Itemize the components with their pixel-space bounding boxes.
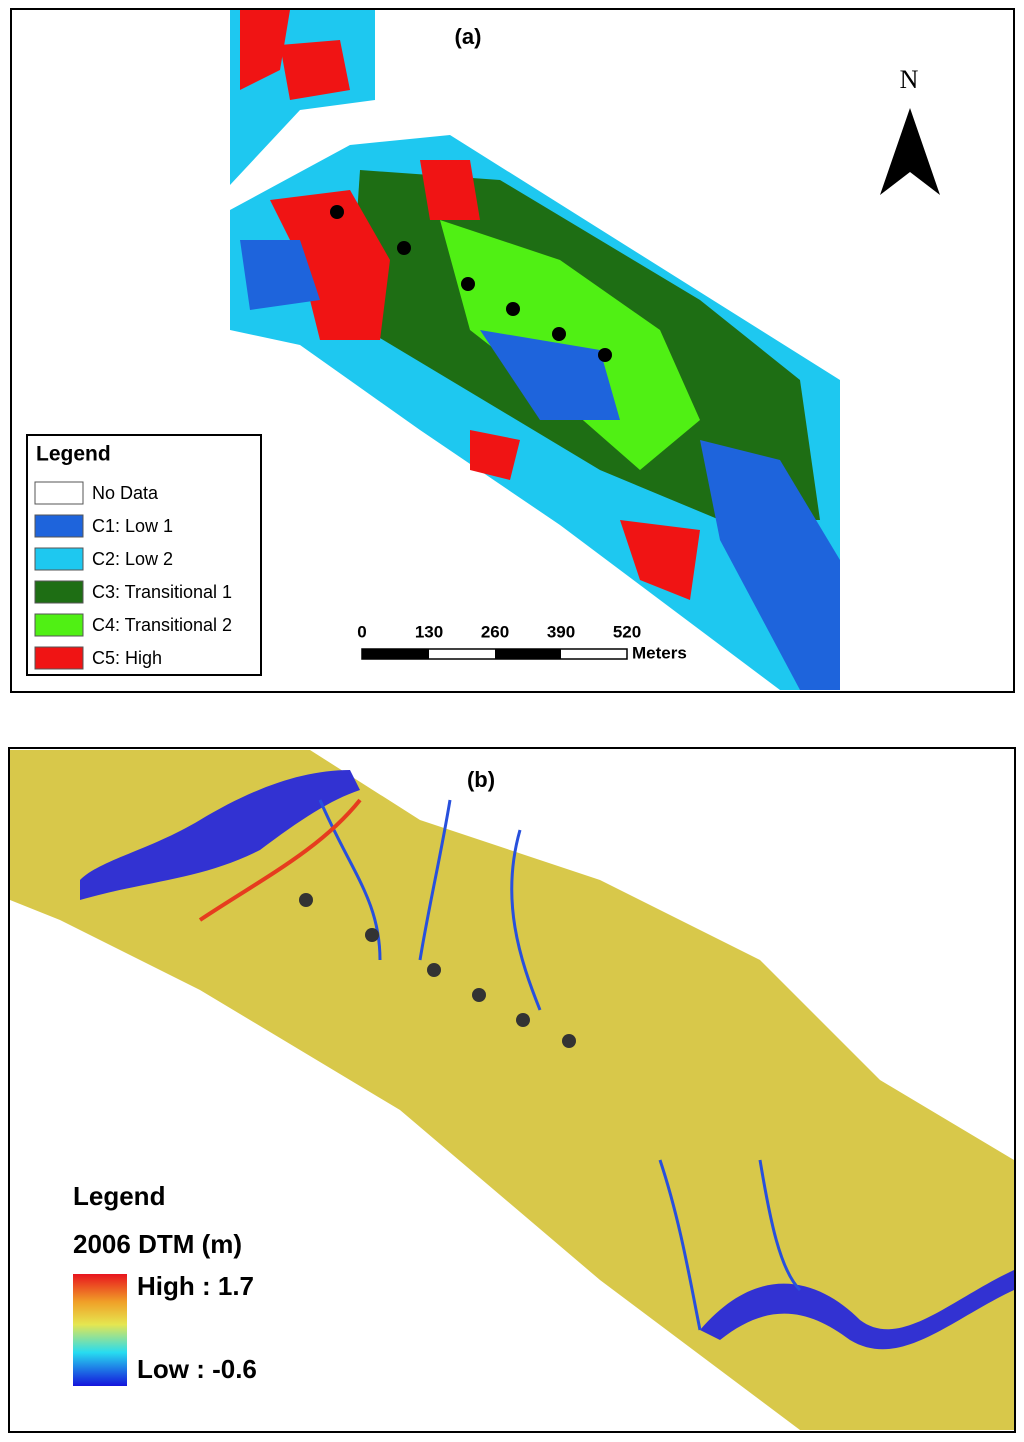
legend-swatch bbox=[34, 613, 84, 637]
color-ramp bbox=[73, 1274, 127, 1386]
legend-swatch bbox=[34, 547, 84, 571]
map-patch bbox=[480, 330, 620, 420]
legend-swatch bbox=[34, 514, 84, 538]
panel-label: (b) bbox=[467, 767, 495, 792]
scale-label: 130 bbox=[415, 622, 443, 641]
legend-label: C3: Transitional 1 bbox=[92, 582, 232, 602]
map-patch bbox=[270, 190, 390, 340]
scale-label: 520 bbox=[613, 622, 641, 641]
panel-label: (a) bbox=[455, 24, 482, 49]
sample-points bbox=[299, 893, 576, 1048]
legend-low: Low : -0.6 bbox=[137, 1354, 257, 1384]
map-patch bbox=[700, 440, 840, 690]
map-patch bbox=[420, 160, 480, 220]
map-patch bbox=[240, 240, 320, 310]
channels bbox=[318, 799, 802, 1331]
ridge bbox=[198, 798, 362, 922]
legend-swatch bbox=[34, 481, 84, 505]
river bbox=[80, 770, 360, 900]
legend-swatch bbox=[34, 646, 84, 670]
legend-label: C1: Low 1 bbox=[92, 516, 173, 536]
sample-points bbox=[330, 205, 612, 362]
legend-swatch bbox=[34, 580, 84, 604]
map-region bbox=[10, 750, 1014, 1430]
map-patch bbox=[240, 10, 290, 90]
scale-unit: Meters bbox=[632, 643, 687, 662]
legend-label: C5: High bbox=[92, 648, 162, 668]
panel-a: (a) N Legend No Data C1: Low 1 C2: Low 2 C3… bbox=[10, 8, 1015, 693]
legend-title: Legend bbox=[73, 1181, 165, 1211]
scale-label: 0 bbox=[357, 622, 366, 641]
river bbox=[700, 1270, 1014, 1350]
north-label: N bbox=[900, 65, 919, 94]
legend-title: Legend bbox=[36, 443, 111, 466]
legend-label: C4: Transitional 2 bbox=[92, 615, 232, 635]
scale-bar: 0 130 260 390 520 Meters bbox=[357, 622, 687, 662]
map-patch bbox=[280, 40, 350, 100]
panel-b: (b) Legend 2006 DTM (m) High : 1.7 Low :… bbox=[8, 747, 1016, 1433]
north-arrow bbox=[880, 108, 940, 195]
legend-high: High : 1.7 bbox=[137, 1271, 254, 1301]
scale-label: 260 bbox=[481, 622, 509, 641]
map-patch bbox=[620, 520, 700, 600]
legend-label: No Data bbox=[92, 483, 159, 503]
legend-subtitle: 2006 DTM (m) bbox=[73, 1229, 242, 1259]
scale-label: 390 bbox=[547, 622, 575, 641]
map-patch bbox=[470, 430, 520, 480]
legend-label: C2: Low 2 bbox=[92, 549, 173, 569]
legend: No Data C1: Low 1 C2: Low 2 C3: Transitiona… bbox=[34, 481, 232, 670]
